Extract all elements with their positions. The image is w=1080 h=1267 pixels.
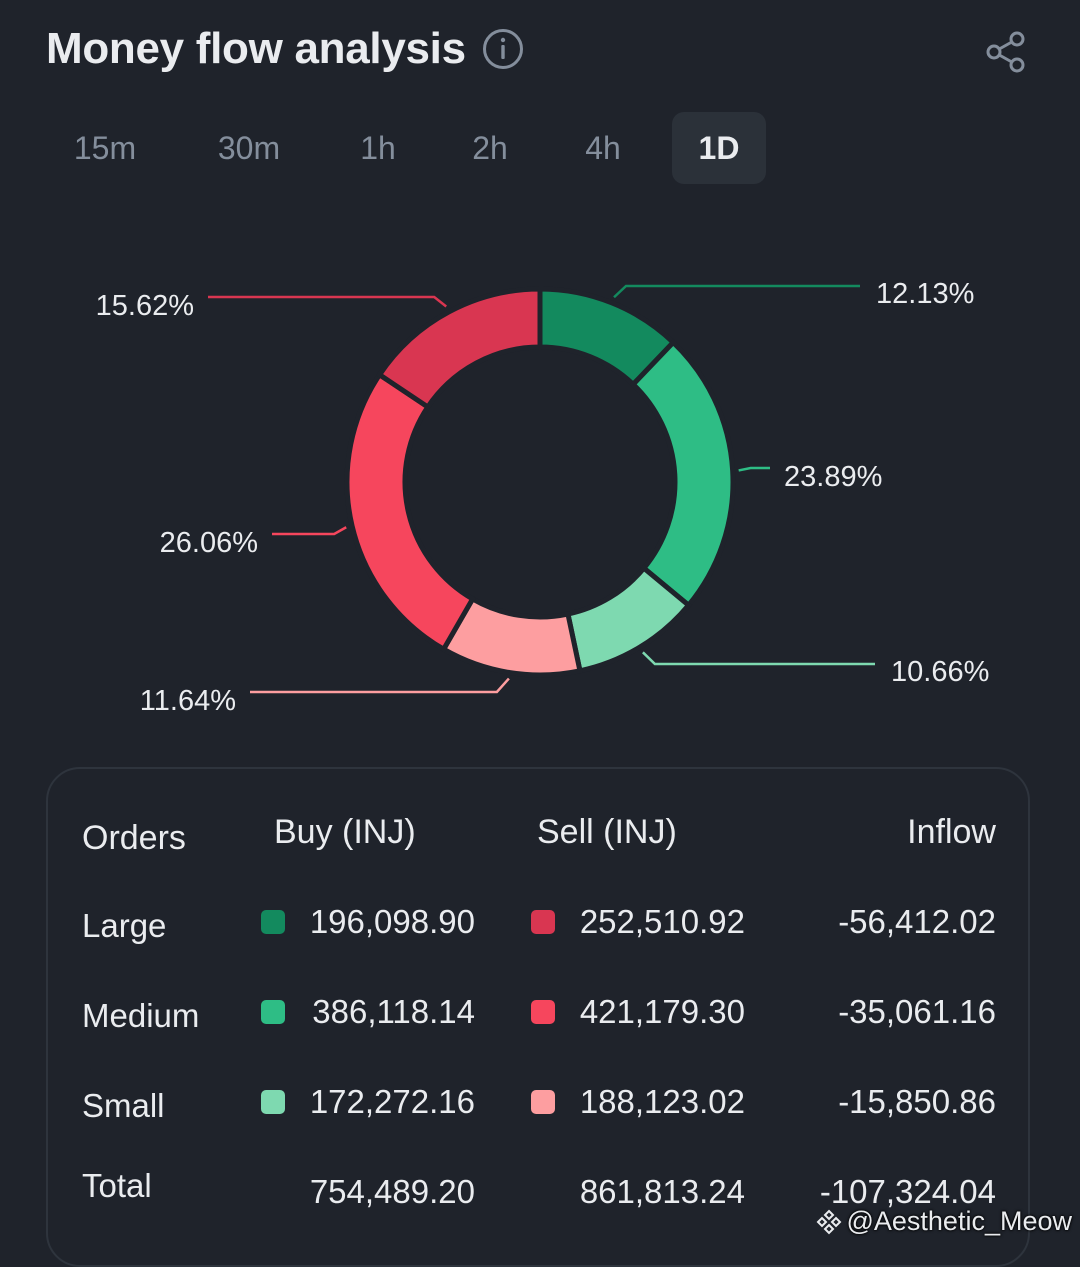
share-icon[interactable]	[984, 30, 1028, 74]
tab-1d[interactable]: 1D	[672, 112, 766, 184]
total-sell-value: 861,813.24	[579, 1173, 745, 1210]
leader-line-small-buy	[642, 651, 875, 666]
total-label: Total	[82, 1167, 152, 1204]
total-inflow-value: -107,324.04	[819, 1173, 996, 1210]
slice-medium-buy[interactable]	[629, 338, 736, 609]
leader-line-small-sell	[250, 677, 510, 694]
sell-header: Sell (INJ)	[537, 813, 677, 851]
order-size-label: Large	[82, 907, 167, 944]
sell-color-swatch	[531, 1000, 555, 1024]
buy-value: 196,098.90	[309, 903, 475, 940]
data-label-small-buy: 10.66%	[891, 656, 989, 688]
buy-value: 386,118.14	[312, 993, 475, 1030]
leader-line-large-sell	[208, 295, 447, 308]
timeframe-tabs: 15m 30m 1h 2h 4h 1D	[48, 112, 808, 184]
binance-logo-icon	[817, 1209, 842, 1234]
inflow-value: -15,850.86	[838, 1083, 996, 1120]
sell-value: 421,179.30	[579, 993, 745, 1030]
data-label-medium-buy: 23.89%	[784, 461, 882, 493]
info-icon[interactable]	[482, 28, 524, 70]
tab-1h[interactable]: 1h	[360, 130, 396, 166]
sell-value: 252,510.92	[579, 903, 745, 940]
total-buy-value: 754,489.20	[309, 1173, 475, 1210]
sell-color-swatch	[531, 910, 555, 934]
page-title: Money flow analysis	[46, 24, 466, 73]
sell-value: 188,123.02	[579, 1083, 745, 1120]
money-flow-donut-chart: 12.13% 23.89% 10.66% 11.64% 26.06% 15.62%	[96, 278, 990, 717]
data-label-large-buy: 12.13%	[876, 278, 974, 310]
slice-medium-sell[interactable]	[344, 371, 477, 653]
order-size-label: Small	[82, 1087, 165, 1124]
inflow-value: -56,412.02	[838, 903, 996, 940]
buy-value: 172,272.16	[309, 1083, 475, 1120]
buy-header: Buy (INJ)	[274, 813, 416, 851]
leader-line-medium-sell	[272, 526, 347, 536]
order-size-label: Medium	[82, 997, 200, 1034]
data-label-medium-sell: 26.06%	[160, 527, 258, 559]
buy-color-swatch	[261, 910, 285, 934]
leader-line-medium-buy	[738, 466, 770, 472]
buy-color-swatch	[261, 1090, 285, 1114]
orders-table: Orders Buy (INJ) Sell (INJ) Inflow Large…	[46, 767, 1030, 1267]
orders-header: Orders	[82, 819, 186, 857]
leader-line-large-buy	[613, 284, 860, 299]
buy-color-swatch	[261, 1000, 285, 1024]
tab-4h[interactable]: 4h	[585, 130, 621, 166]
inflow-header: Inflow	[907, 813, 996, 851]
tab-30m[interactable]: 30m	[217, 130, 281, 166]
data-label-large-sell: 15.62%	[96, 290, 194, 322]
slice-large-sell[interactable]	[376, 286, 543, 411]
tab-2h[interactable]: 2h	[472, 130, 508, 166]
data-label-small-sell: 11.64%	[140, 685, 236, 717]
sell-color-swatch	[531, 1090, 555, 1114]
header: Money flow analysis	[46, 24, 524, 74]
inflow-value: -35,061.16	[838, 993, 996, 1030]
watermark-text: @Aesthetic_Meow	[846, 1206, 1072, 1236]
tab-15m[interactable]: 15m	[73, 130, 137, 166]
watermark: @Aesthetic_Meow	[816, 1206, 1072, 1237]
